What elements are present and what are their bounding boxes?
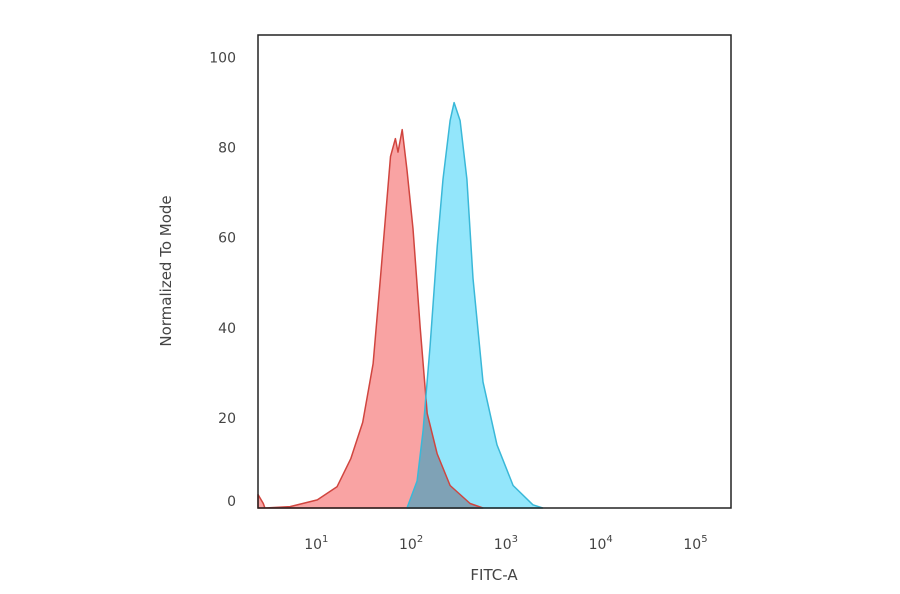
series-control-line bbox=[257, 128, 484, 509]
y-axis-label: Normalized To Mode bbox=[157, 195, 175, 346]
plot-frame bbox=[257, 34, 732, 509]
y-axis: 0 20 40 60 80 100 bbox=[209, 51, 236, 511]
x-tick-label: 101 bbox=[304, 534, 328, 553]
x-tick-label: 105 bbox=[683, 534, 707, 553]
y-tick-label: 20 bbox=[218, 411, 236, 427]
plot-marks bbox=[257, 101, 544, 509]
series-stained-line bbox=[406, 101, 544, 509]
y-tick-label: 0 bbox=[227, 494, 236, 510]
x-axis-label: FITC-A bbox=[470, 566, 518, 584]
y-tick-label: 80 bbox=[218, 141, 236, 157]
y-tick-label: 40 bbox=[218, 321, 236, 337]
x-tick-label: 103 bbox=[494, 534, 518, 553]
x-tick-label: 104 bbox=[589, 534, 613, 553]
x-axis: 101 102 103 104 105 bbox=[304, 534, 707, 553]
x-tick-label: 102 bbox=[399, 534, 423, 553]
y-tick-label: 60 bbox=[218, 231, 236, 247]
y-tick-label: 100 bbox=[209, 51, 236, 67]
